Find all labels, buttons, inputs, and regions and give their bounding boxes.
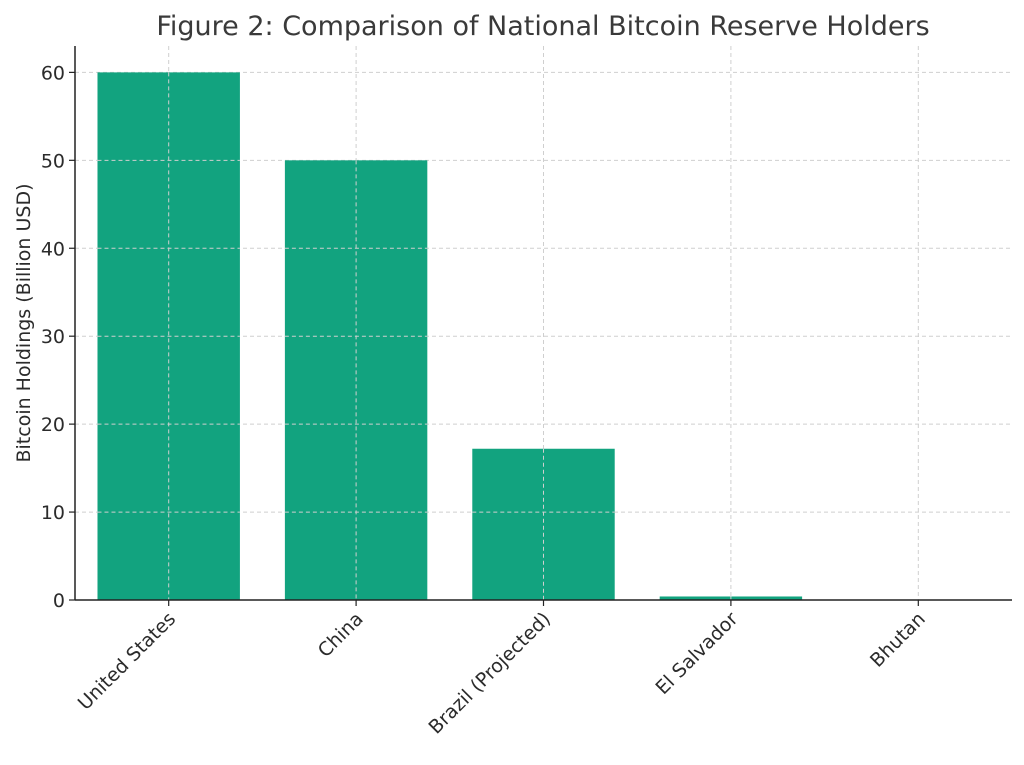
y-tick-label: 0 (53, 590, 65, 612)
y-tick-label: 50 (41, 150, 65, 172)
x-tick-label: El Salvador (651, 608, 742, 699)
x-tick-label: Brazil (Projected) (424, 608, 555, 739)
y-tick-label: 60 (41, 62, 65, 84)
x-tick-label: United States (74, 608, 181, 715)
axes (69, 46, 1012, 606)
chart-title: Figure 2: Comparison of National Bitcoin… (156, 11, 929, 42)
y-tick-label: 30 (41, 326, 65, 348)
y-tick-label: 20 (41, 414, 65, 436)
x-tick-label: China (314, 608, 368, 662)
y-tick-label: 10 (41, 502, 65, 524)
bars (97, 72, 803, 601)
x-tick-label: Bhutan (866, 608, 930, 672)
y-axis-label: Bitcoin Holdings (Billion USD) (13, 183, 35, 462)
y-tick-label: 40 (41, 238, 65, 260)
